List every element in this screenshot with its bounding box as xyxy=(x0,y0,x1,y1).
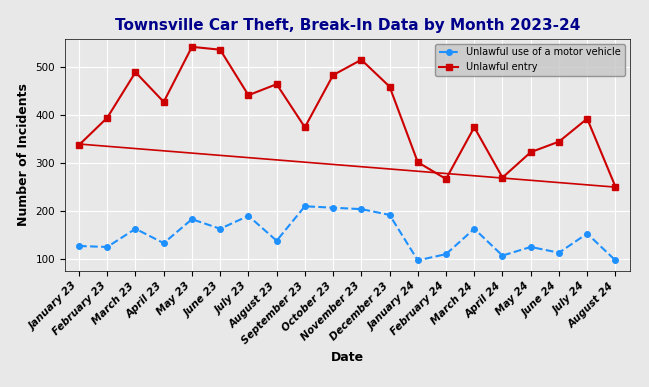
Legend: Unlawful use of a motor vehicle, Unlawful entry: Unlawful use of a motor vehicle, Unlawfu… xyxy=(435,44,625,76)
Y-axis label: Number of Incidents: Number of Incidents xyxy=(17,83,30,226)
Title: Townsville Car Theft, Break-In Data by Month 2023-24: Townsville Car Theft, Break-In Data by M… xyxy=(114,18,580,33)
X-axis label: Date: Date xyxy=(330,351,364,365)
